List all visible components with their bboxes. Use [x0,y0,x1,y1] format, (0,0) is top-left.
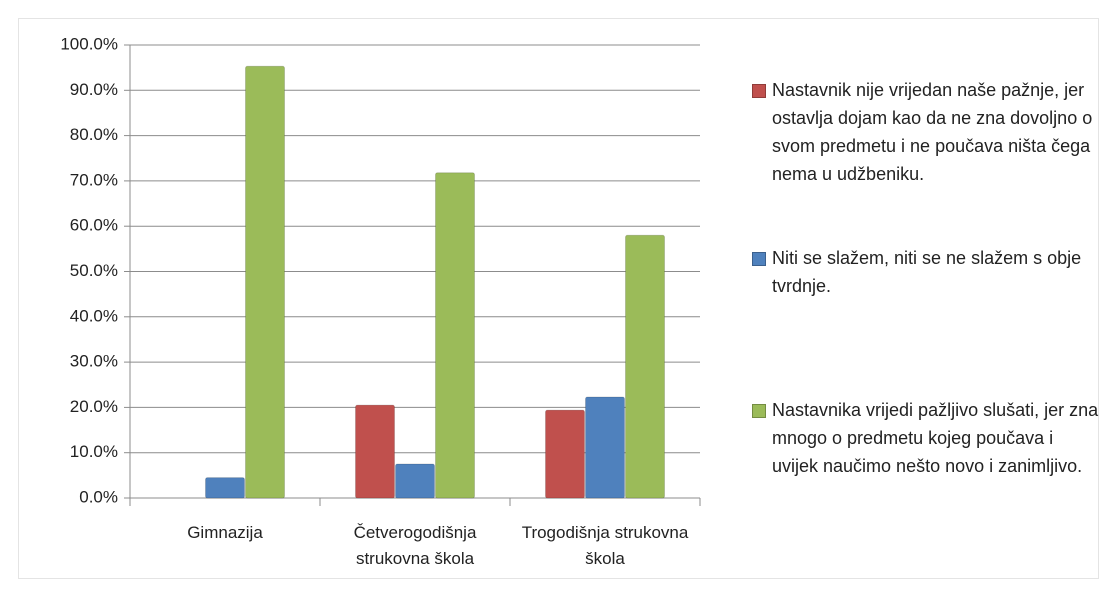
bar [545,409,585,499]
legend-label: Nastavnika vrijedi pažljivo slušati, jer… [772,400,1099,476]
y-tick-label: 100.0% [60,34,118,53]
legend-label: Niti se slažem, niti se ne slažem s obje… [772,248,1082,296]
legend-item: Niti se slažem, niti se ne slažem s obje… [752,244,1102,300]
legend-item: Nastavnika vrijedi pažljivo slušati, jer… [752,396,1102,480]
bar [205,477,245,499]
bar [585,396,625,499]
legend-swatch [752,404,766,418]
y-tick-label: 50.0% [70,261,118,280]
y-tick-label: 40.0% [70,306,118,325]
x-tick-label: Trogodišnja strukovna škola [521,523,689,568]
y-tick-label: 20.0% [70,397,118,416]
chart-border [18,18,1099,579]
y-tick-label: 10.0% [70,442,118,461]
x-tick-label: Četverogodišnja strukovna škola [353,523,477,568]
y-tick-label: 60.0% [70,216,118,235]
y-tick-label: 70.0% [70,170,118,189]
legend-label: Nastavnik nije vrijedan naše pažnje, jer… [772,80,1093,184]
bar [435,172,475,499]
bar [625,234,665,499]
bar [245,65,285,499]
y-tick-label: 30.0% [70,352,118,371]
legend-item: Nastavnik nije vrijedan naše pažnje, jer… [752,76,1102,188]
legend-swatch [752,84,766,98]
y-tick-label: 0.0% [79,487,118,506]
x-tick-label: Gimnazija [187,523,263,542]
bar [395,463,435,499]
y-tick-label: 80.0% [70,125,118,144]
legend-swatch [752,252,766,266]
y-tick-label: 90.0% [70,80,118,99]
bar [355,404,395,499]
